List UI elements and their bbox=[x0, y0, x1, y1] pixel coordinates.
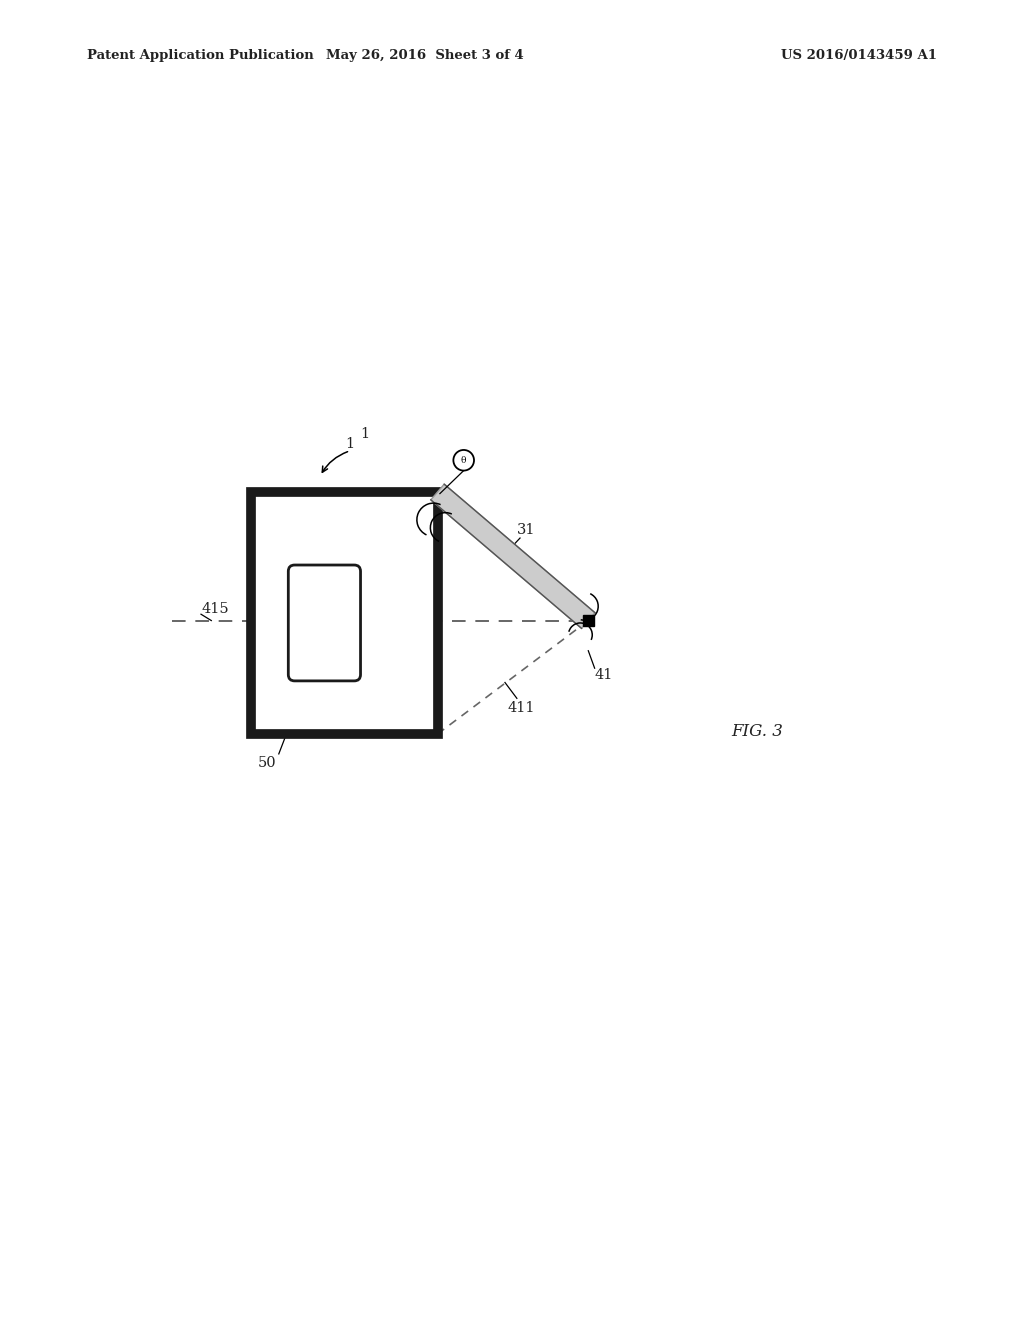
Text: May 26, 2016  Sheet 3 of 4: May 26, 2016 Sheet 3 of 4 bbox=[326, 49, 524, 62]
Text: Patent Application Publication: Patent Application Publication bbox=[87, 49, 313, 62]
Text: 50: 50 bbox=[258, 756, 276, 771]
Text: 415: 415 bbox=[201, 602, 228, 616]
Text: 41: 41 bbox=[595, 668, 613, 681]
Text: 31: 31 bbox=[517, 523, 536, 537]
Bar bbox=[583, 615, 594, 626]
Bar bbox=[295, 572, 354, 675]
Circle shape bbox=[454, 450, 474, 471]
Polygon shape bbox=[431, 484, 595, 628]
Text: 1: 1 bbox=[346, 437, 354, 451]
Bar bbox=[251, 492, 437, 734]
Text: θ: θ bbox=[461, 455, 467, 465]
Text: 411: 411 bbox=[507, 701, 535, 715]
Text: FIG. 3: FIG. 3 bbox=[731, 723, 783, 741]
FancyBboxPatch shape bbox=[289, 565, 360, 681]
Text: US 2016/0143459 A1: US 2016/0143459 A1 bbox=[781, 49, 937, 62]
Text: 1: 1 bbox=[359, 428, 369, 441]
